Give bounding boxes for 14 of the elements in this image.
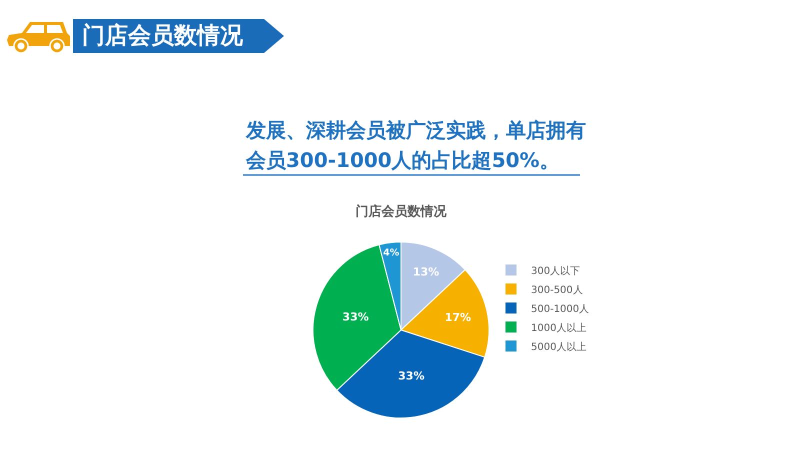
legend-label: 500-1000人 xyxy=(531,304,590,315)
data-label: 17% xyxy=(444,310,472,324)
text: 发展、深耕会员被广泛实践，单店拥有 xyxy=(245,118,586,142)
text: 门店会员数情况 xyxy=(82,22,244,49)
data-label: 33% xyxy=(398,370,424,383)
data-label: 13% xyxy=(412,266,440,279)
legend-label: 300人以下 xyxy=(531,264,580,277)
data-label: 33% xyxy=(342,310,369,324)
chart-title: 门店会员数情况 xyxy=(356,204,448,220)
data-label: 4% xyxy=(383,247,400,258)
legend-label: 5000人以上 xyxy=(531,340,586,353)
legend-label: 1000人以上 xyxy=(531,322,586,334)
text: 会员300-1000人的占比超50%。 xyxy=(245,148,560,172)
legend-label: 300-500人 xyxy=(531,284,583,296)
